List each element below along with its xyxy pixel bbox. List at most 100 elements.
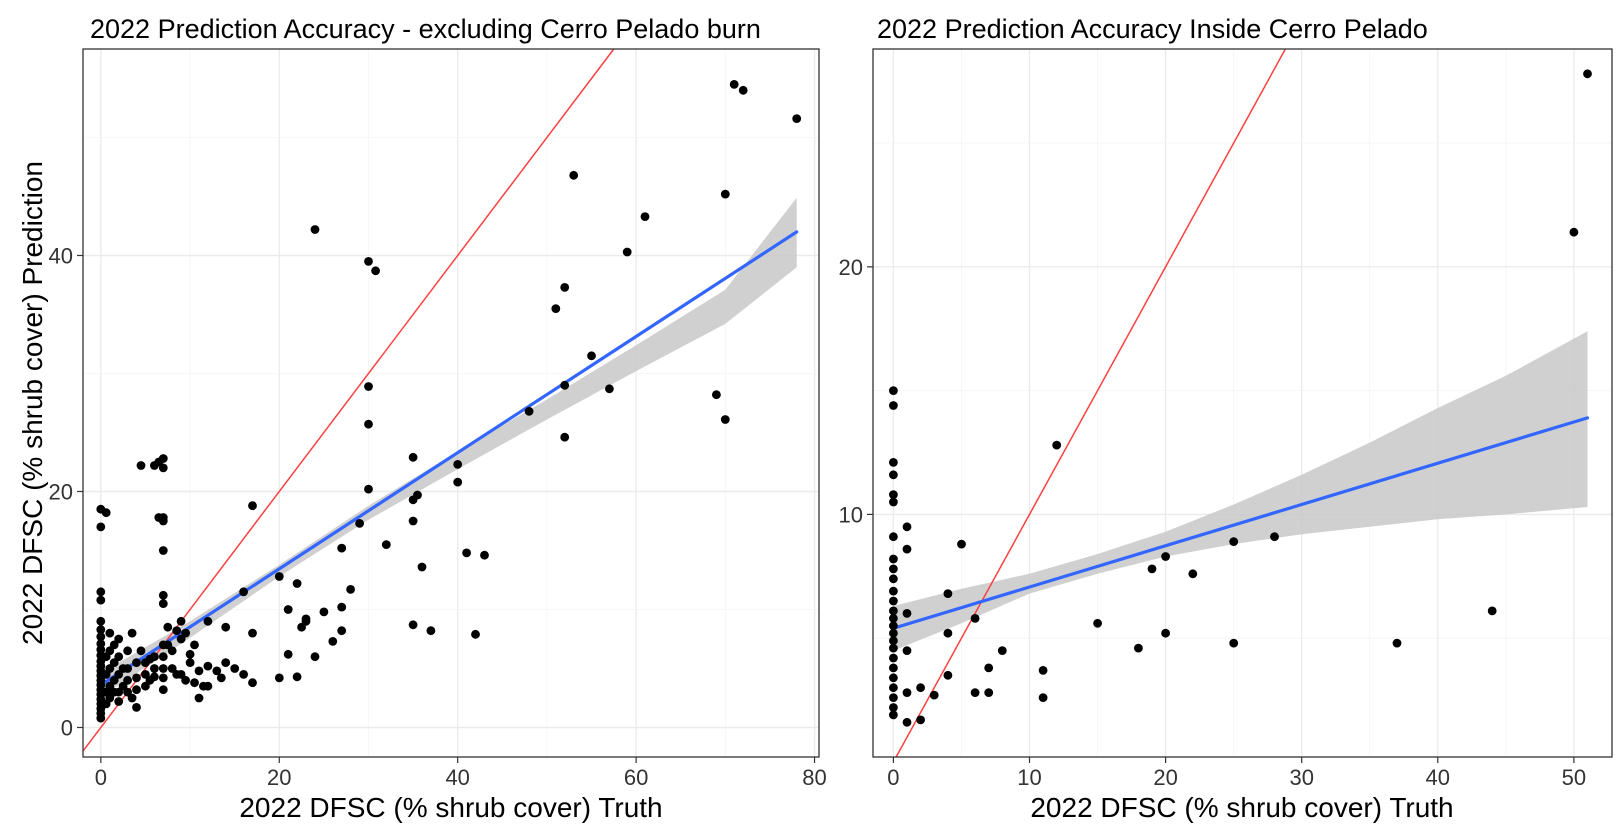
data-point — [96, 625, 106, 634]
data-point — [889, 586, 898, 596]
data-point — [319, 607, 329, 617]
chart-title-left: 2022 Prediction Accuracy - excluding Cer… — [90, 14, 761, 44]
data-point — [337, 626, 347, 636]
data-point — [889, 574, 898, 584]
data-point — [480, 550, 489, 560]
data-point — [158, 546, 168, 555]
x-tick-label: 80 — [802, 765, 826, 790]
identity-line-right — [895, 48, 1287, 758]
data-point — [889, 710, 898, 720]
data-point — [181, 628, 191, 638]
y-tick-label: 40 — [49, 244, 73, 269]
data-point — [792, 114, 802, 123]
data-point — [158, 599, 168, 608]
data-point — [371, 266, 380, 276]
data-point — [1052, 440, 1062, 450]
data-point — [176, 616, 186, 626]
data-point — [916, 683, 925, 693]
data-point — [889, 663, 898, 673]
data-point — [150, 672, 159, 682]
data-point — [889, 532, 898, 542]
data-point — [889, 497, 898, 507]
x-tick-label: 40 — [1426, 765, 1450, 790]
data-point — [889, 614, 898, 623]
data-point — [889, 693, 898, 702]
data-point — [408, 452, 418, 462]
data-point — [114, 697, 124, 706]
data-point — [587, 351, 596, 361]
data-point — [889, 470, 898, 480]
data-point — [203, 661, 213, 671]
data-point — [310, 652, 320, 662]
data-point — [1392, 638, 1402, 648]
data-point — [889, 636, 898, 646]
data-point — [738, 85, 748, 95]
data-point — [96, 522, 106, 532]
data-point — [96, 713, 106, 723]
data-point — [158, 516, 168, 526]
x-tick-label: 10 — [1017, 765, 1041, 790]
data-point — [453, 477, 463, 487]
data-point — [605, 384, 614, 394]
fit-line-left — [99, 230, 799, 687]
data-point — [123, 675, 132, 685]
data-point — [292, 579, 302, 588]
data-point — [132, 658, 141, 667]
data-point — [132, 685, 141, 695]
data-point — [889, 386, 898, 395]
ticks-left: 0 20 40 60 80 0 20 40 — [49, 244, 827, 791]
x-tick-label: 20 — [1153, 765, 1177, 790]
data-point — [292, 672, 302, 682]
data-point — [1229, 638, 1239, 648]
data-point — [221, 658, 231, 667]
data-point — [902, 646, 912, 655]
data-point — [203, 616, 213, 626]
data-point — [560, 432, 570, 442]
data-point — [221, 622, 231, 632]
data-point — [1038, 666, 1048, 675]
data-point — [889, 554, 898, 564]
data-point — [1147, 564, 1157, 574]
data-point — [943, 589, 953, 598]
x-tick-label: 40 — [445, 765, 469, 790]
data-point — [158, 673, 168, 683]
chart-title-right: 2022 Prediction Accuracy Inside Cerro Pe… — [877, 14, 1428, 44]
confidence-band — [893, 331, 1588, 651]
data-point — [569, 170, 579, 180]
data-point — [1161, 628, 1170, 638]
data-point — [889, 653, 898, 663]
data-point — [96, 587, 106, 597]
y-tick-label: 20 — [839, 255, 863, 280]
data-point — [355, 519, 364, 528]
data-point — [274, 572, 284, 581]
identity-line — [895, 48, 1287, 758]
data-point — [364, 484, 373, 494]
data-point — [337, 543, 347, 553]
identity-line — [82, 48, 615, 752]
x-axis-label-left: 2022 DFSC (% shrub cover) Truth — [239, 792, 662, 823]
data-point — [216, 673, 226, 683]
grid-right — [873, 49, 1612, 757]
data-point — [158, 652, 168, 662]
data-point — [970, 614, 980, 623]
data-point — [640, 212, 650, 222]
data-point — [158, 463, 168, 473]
data-point — [902, 609, 912, 618]
x-tick-label: 60 — [624, 765, 648, 790]
data-point — [203, 681, 213, 691]
data-point — [1188, 569, 1198, 579]
data-point — [471, 629, 480, 639]
data-point — [248, 501, 257, 511]
panel-right: 2022 Prediction Accuracy Inside Cerro Pe… — [839, 14, 1613, 823]
data-point — [212, 666, 222, 676]
data-point — [101, 508, 111, 518]
data-point — [185, 658, 195, 667]
data-point — [889, 606, 898, 616]
data-point — [524, 406, 534, 416]
data-point — [1487, 606, 1497, 616]
data-point — [123, 664, 132, 673]
data-point — [889, 401, 898, 410]
confidence-band-right — [893, 331, 1588, 651]
data-point — [1161, 552, 1170, 561]
